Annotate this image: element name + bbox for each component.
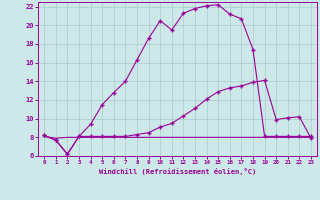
X-axis label: Windchill (Refroidissement éolien,°C): Windchill (Refroidissement éolien,°C) <box>99 168 256 175</box>
